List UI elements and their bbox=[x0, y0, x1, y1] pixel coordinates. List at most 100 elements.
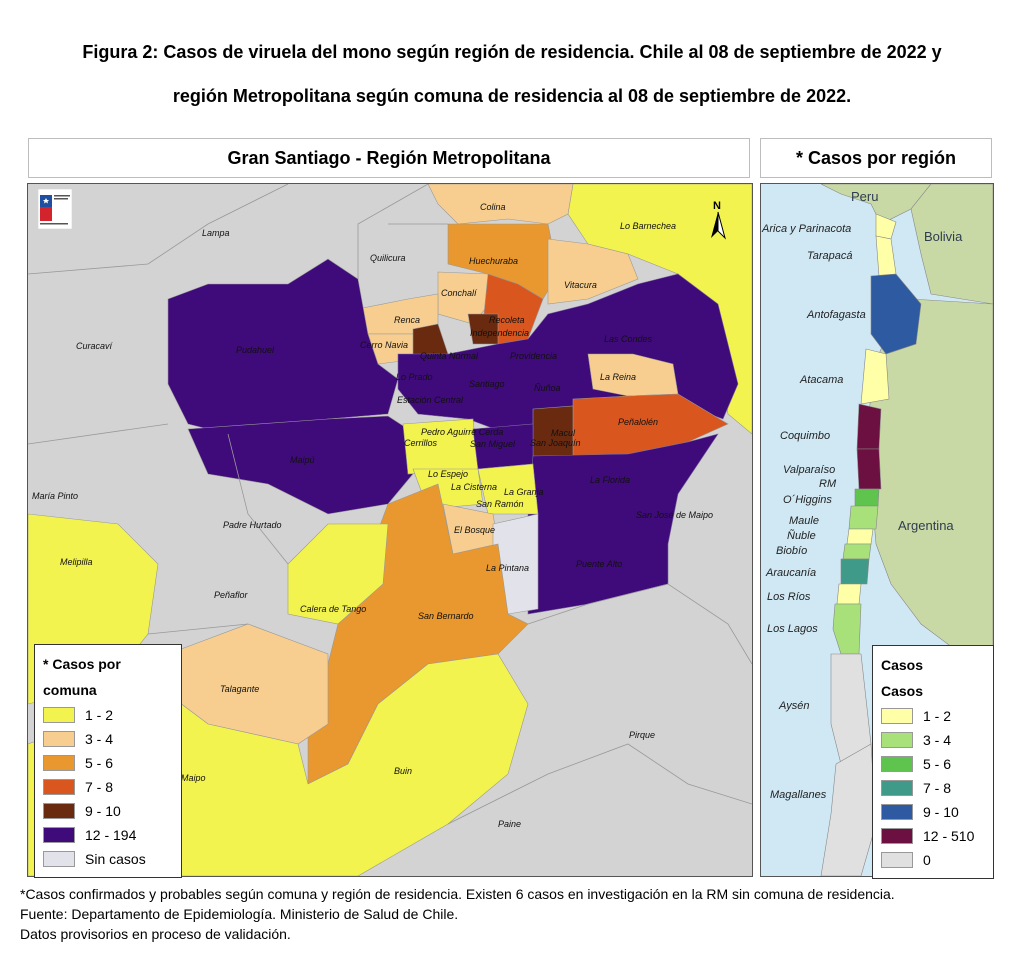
label-pac: Pedro Aguirre Cerda bbox=[421, 427, 503, 437]
region-legend-item: 9 - 10 bbox=[881, 800, 985, 824]
label-bolivia: Bolivia bbox=[924, 229, 963, 244]
region-legend-title-2: Casos bbox=[881, 683, 924, 699]
footnote-line2: Fuente: Departamento de Epidemiología. M… bbox=[20, 906, 459, 922]
label-lo-espejo: Lo Espejo bbox=[428, 469, 468, 479]
label-pirque: Pirque bbox=[629, 730, 655, 740]
chile-los-lagos bbox=[832, 603, 862, 655]
comuna-legend-item: 3 - 4 bbox=[43, 727, 173, 751]
label-ohiggins: O´Higgins bbox=[783, 494, 832, 506]
label-pudahuel: Pudahuel bbox=[236, 345, 275, 355]
region-calera-de-tango bbox=[287, 523, 389, 625]
figure-title-line1: Figura 2: Casos de viruela del mono segú… bbox=[82, 42, 942, 62]
comuna-legend-item: 7 - 8 bbox=[43, 775, 173, 799]
region-la-florida bbox=[527, 433, 719, 615]
label-la-florida: La Florida bbox=[590, 475, 630, 485]
label-macul: Macul bbox=[551, 428, 576, 438]
comuna-legend-swatch bbox=[43, 731, 75, 747]
label-paine: Paine bbox=[498, 819, 521, 829]
comuna-legend-title-2: comuna bbox=[43, 682, 97, 698]
north-arrow-icon: N bbox=[707, 198, 729, 242]
label-lo-prado: Lo Prado bbox=[396, 372, 433, 382]
comuna-legend-swatch bbox=[43, 779, 75, 795]
label-buin: Buin bbox=[394, 766, 412, 776]
chile-los-rios bbox=[836, 583, 862, 605]
chile-tarapaca bbox=[875, 235, 897, 277]
label-recoleta: Recoleta bbox=[489, 315, 525, 325]
comuna-legend-item: 12 - 194 bbox=[43, 823, 173, 847]
label-el-bosque: El Bosque bbox=[454, 525, 495, 535]
label-magallanes: Magallanes bbox=[770, 789, 827, 801]
comuna-legend-swatch bbox=[43, 707, 75, 723]
footnote-line3: Datos provisorios en proceso de validaci… bbox=[20, 926, 291, 942]
label-renca: Renca bbox=[394, 315, 420, 325]
label-curacavi: Curacaví bbox=[76, 341, 114, 351]
label-santiago: Santiago bbox=[469, 379, 505, 389]
region-vitacura bbox=[547, 238, 639, 305]
label-lo-barnechea: Lo Barnechea bbox=[620, 221, 676, 231]
comuna-legend-label: Sin casos bbox=[85, 851, 146, 867]
label-nuble: Ñuble bbox=[787, 529, 816, 542]
comuna-legend-item: 9 - 10 bbox=[43, 799, 173, 823]
comuna-legend-swatch bbox=[43, 755, 75, 771]
region-legend-item: 0 bbox=[881, 848, 985, 872]
comuna-legend-label: 12 - 194 bbox=[85, 827, 137, 843]
chile-nuble bbox=[846, 528, 874, 545]
region-legend-swatch bbox=[881, 756, 913, 772]
figure-title: Figura 2: Casos de viruela del mono segú… bbox=[20, 30, 1004, 118]
region-legend-swatch bbox=[881, 852, 913, 868]
comuna-legend-item: 1 - 2 bbox=[43, 703, 173, 727]
region-legend-item: 7 - 8 bbox=[881, 776, 985, 800]
label-peru: Peru bbox=[851, 189, 878, 204]
label-melipilla: Melipilla bbox=[60, 557, 93, 567]
label-nunoa: Ñuñoa bbox=[534, 383, 561, 393]
label-rm: RM bbox=[819, 478, 837, 490]
region-paine-border bbox=[447, 743, 752, 825]
chile-atacama bbox=[860, 348, 890, 405]
label-aysen: Aysén bbox=[778, 700, 809, 712]
region-legend-item: 12 - 510 bbox=[881, 824, 985, 848]
label-san-miguel: San Miguel bbox=[470, 439, 516, 449]
region-legend-swatch bbox=[881, 780, 913, 796]
label-la-pintana: La Pintana bbox=[486, 563, 529, 573]
label-penaflor: Peñaflor bbox=[214, 590, 249, 600]
region-legend-label: 9 - 10 bbox=[923, 804, 959, 820]
region-pirque-border bbox=[527, 583, 752, 665]
region-legend-rows: 1 - 2 3 - 4 5 - 6 7 - 8 9 - 10 12 - 510 0 bbox=[881, 704, 985, 872]
santiago-map-title: Gran Santiago - Región Metropolitana bbox=[28, 138, 750, 178]
label-conchali: Conchalí bbox=[441, 288, 478, 298]
label-talagante: Talagante bbox=[220, 684, 259, 694]
region-legend-label: 1 - 2 bbox=[923, 708, 952, 724]
label-colina: Colina bbox=[480, 202, 506, 212]
label-la-reina: La Reina bbox=[600, 372, 636, 382]
ministry-logo-icon bbox=[37, 188, 73, 230]
label-padre-hurtado: Padre Hurtado bbox=[223, 520, 282, 530]
chile-biobio bbox=[842, 543, 872, 560]
label-argentina: Argentina bbox=[898, 518, 954, 533]
label-cerrillos: Cerrillos bbox=[404, 438, 438, 448]
label-calera-de-tango: Calera de Tango bbox=[300, 604, 366, 614]
footnote: *Casos confirmados y probables según com… bbox=[20, 884, 1010, 944]
region-legend-item: 1 - 2 bbox=[881, 704, 985, 728]
comuna-legend-swatch bbox=[43, 803, 75, 819]
comuna-legend-swatch bbox=[43, 827, 75, 843]
comuna-legend-label: 3 - 4 bbox=[85, 731, 114, 747]
footnote-line1: *Casos confirmados y probables según com… bbox=[20, 886, 895, 902]
region-legend-label: 0 bbox=[923, 852, 931, 868]
label-san-joaquin: San Joaquín bbox=[530, 438, 581, 448]
label-quinta-normal: Quinta Normal bbox=[420, 351, 479, 361]
label-san-bernardo: San Bernardo bbox=[418, 611, 474, 621]
comuna-legend-rows: 1 - 2 3 - 4 5 - 6 7 - 8 9 - 10 12 - 194 Sin ca… bbox=[43, 703, 173, 871]
comuna-legend-label: 1 - 2 bbox=[85, 707, 114, 723]
chile-maule bbox=[848, 505, 879, 530]
region-legend-label: 7 - 8 bbox=[923, 780, 952, 796]
label-san-jose-de-maipo: San José de Maipo bbox=[636, 510, 713, 520]
label-maipu: Maipú bbox=[290, 455, 315, 465]
label-coquimbo: Coquimbo bbox=[780, 430, 830, 442]
region-legend-title-1: Casos bbox=[881, 657, 924, 673]
region-legend-item: 5 - 6 bbox=[881, 752, 985, 776]
label-la-granja: La Granja bbox=[504, 487, 544, 497]
region-colina bbox=[427, 184, 574, 225]
chile-magallanes bbox=[820, 743, 877, 876]
label-maule: Maule bbox=[789, 515, 819, 527]
